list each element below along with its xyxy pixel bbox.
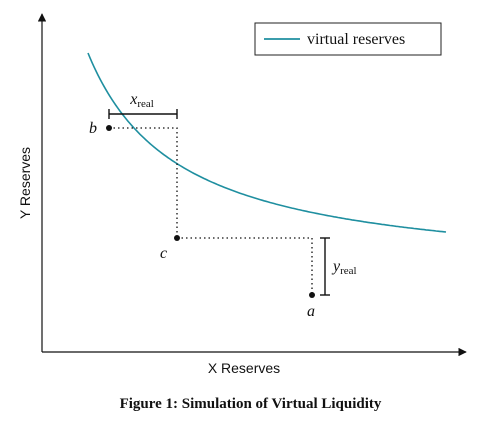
- y-axis-title: Y Reserves: [17, 147, 33, 219]
- dotted-line-b-to-c: [109, 127, 178, 238]
- point-b: [106, 125, 112, 131]
- point-c-label: c: [160, 245, 167, 262]
- point-c: [174, 235, 180, 241]
- x-real-bracket: [108, 109, 178, 119]
- x-axis-title: X Reserves: [208, 360, 280, 376]
- point-a-label: a: [307, 303, 315, 320]
- dotted-line-c-to-a: [177, 237, 313, 295]
- x-real-label: xreal: [129, 91, 154, 110]
- y-real-label: yreal: [331, 258, 357, 277]
- legend: virtual reserves: [254, 22, 442, 56]
- legend-label: virtual reserves: [307, 31, 405, 48]
- point-b-label: b: [89, 120, 97, 137]
- y-real-bracket: [320, 237, 330, 296]
- figure-caption: Figure 1: Simulation of Virtual Liquidit…: [119, 396, 382, 412]
- virtual-reserves-curve: [87, 52, 447, 233]
- point-a: [309, 292, 315, 298]
